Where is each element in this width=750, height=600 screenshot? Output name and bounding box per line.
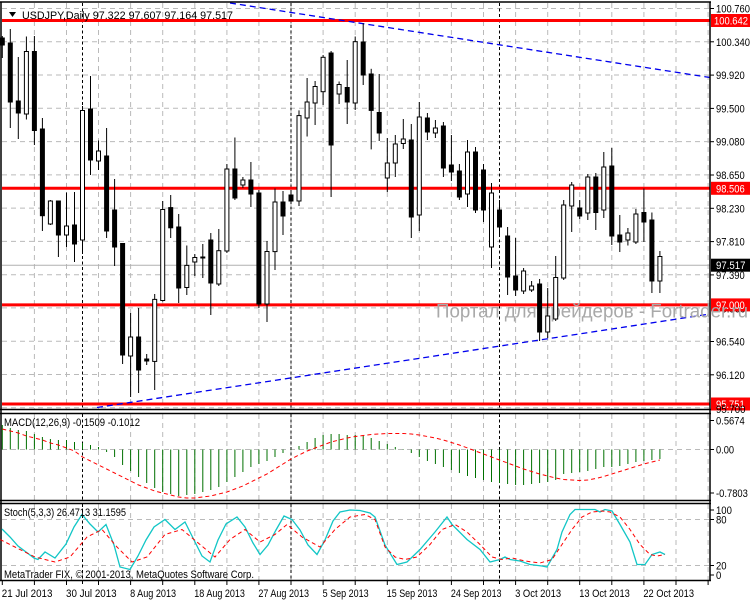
svg-text:96.120: 96.120 — [716, 370, 745, 382]
svg-text:8 Aug 2013: 8 Aug 2013 — [130, 588, 176, 600]
svg-text:15 Sep 2013: 15 Sep 2013 — [387, 588, 438, 600]
svg-text:0.5674: 0.5674 — [716, 416, 745, 428]
svg-text:30 Jul 2013: 30 Jul 2013 — [66, 588, 117, 600]
svg-text:21 Jul 2013: 21 Jul 2013 — [2, 588, 53, 600]
svg-text:96.540: 96.540 — [716, 337, 745, 349]
svg-text:20: 20 — [716, 561, 727, 573]
svg-text:22 Oct 2013: 22 Oct 2013 — [643, 588, 694, 600]
svg-text:97.000: 97.000 — [716, 300, 745, 312]
svg-text:97.810: 97.810 — [716, 237, 745, 249]
svg-text:95.751: 95.751 — [716, 399, 745, 411]
svg-text:18 Aug 2013: 18 Aug 2013 — [194, 588, 245, 600]
svg-text:3 Oct 2013: 3 Oct 2013 — [515, 588, 561, 600]
svg-text:MetaTrader FIX, © 2001-2013, M: MetaTrader FIX, © 2001-2013, MetaQuotes … — [4, 569, 254, 581]
svg-text:-0.7803: -0.7803 — [716, 488, 748, 500]
svg-text:Stoch(5,3,3) 26.4713 31.1595: Stoch(5,3,3) 26.4713 31.1595 — [4, 507, 126, 519]
svg-text:0: 0 — [716, 570, 721, 582]
svg-text:100.340: 100.340 — [716, 37, 750, 49]
svg-text:USDJPY,Daily 97.322 97.607 97: USDJPY,Daily 97.322 97.607 97.164 97.517 — [22, 10, 233, 22]
svg-text:98.506: 98.506 — [716, 183, 745, 195]
svg-text:100.642: 100.642 — [714, 16, 748, 28]
svg-text:98.230: 98.230 — [716, 203, 745, 215]
svg-text:Портал для трейдеров - Fortrad: Портал для трейдеров - Fortrader.ru — [436, 302, 748, 323]
svg-text:98.650: 98.650 — [716, 170, 745, 182]
svg-text:0.00: 0.00 — [716, 445, 734, 457]
svg-text:100: 100 — [716, 505, 732, 517]
svg-text:97.517: 97.517 — [716, 260, 746, 272]
svg-text:95.700: 95.700 — [716, 404, 746, 416]
svg-text:99.500: 99.500 — [716, 103, 745, 115]
svg-text:13 Oct 2013: 13 Oct 2013 — [579, 588, 630, 600]
svg-text:97.390: 97.390 — [716, 270, 745, 282]
svg-text:80: 80 — [716, 515, 727, 527]
svg-text:99.080: 99.080 — [716, 137, 745, 149]
svg-text:27 Aug 2013: 27 Aug 2013 — [258, 588, 309, 600]
svg-text:24 Sep 2013: 24 Sep 2013 — [451, 588, 502, 600]
svg-text:100.760: 100.760 — [716, 4, 750, 16]
svg-text:99.920: 99.920 — [716, 70, 745, 82]
svg-text:MACD(12,26,9) -0.1509 -0.1012: MACD(12,26,9) -0.1509 -0.1012 — [4, 417, 140, 429]
svg-text:5 Sep 2013: 5 Sep 2013 — [323, 588, 369, 600]
